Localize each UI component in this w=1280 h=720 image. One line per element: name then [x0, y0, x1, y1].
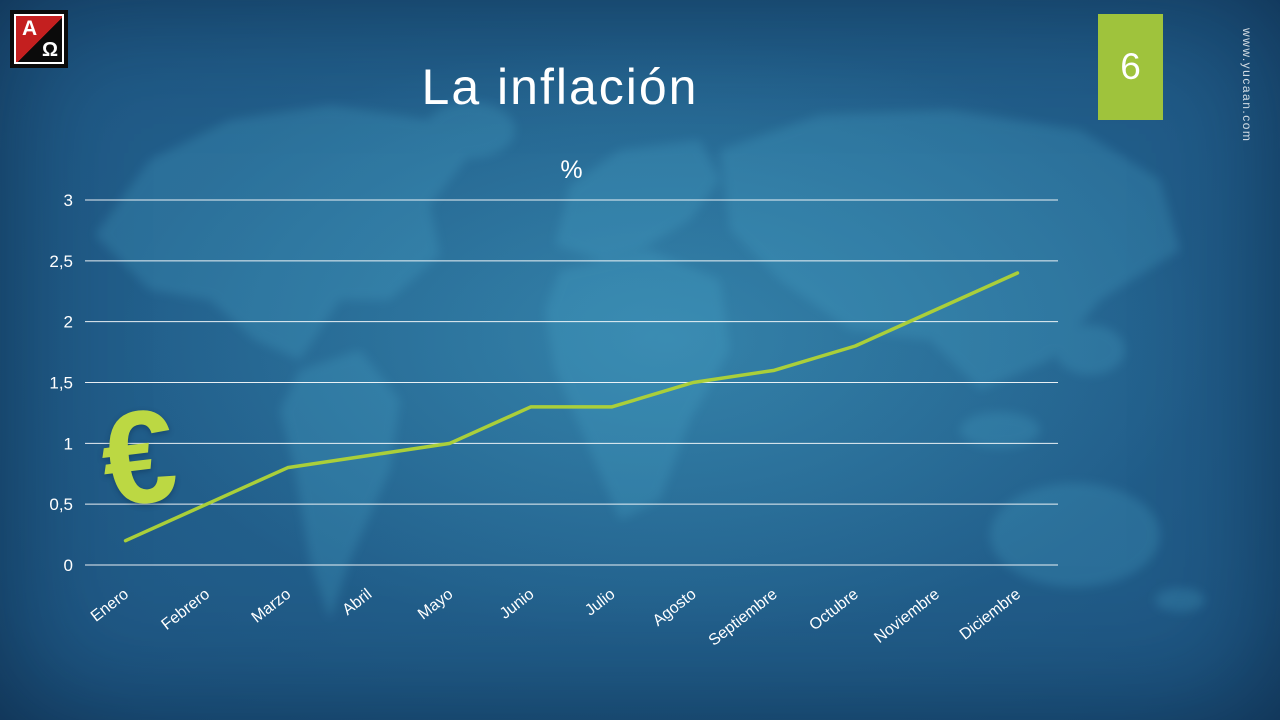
continent-shapes	[95, 102, 1205, 620]
x-axis-month-label: Junio	[497, 586, 538, 623]
chart-title-percent: %	[560, 156, 583, 184]
y-axis-tick-label: 2,5	[49, 252, 73, 271]
y-axis-tick-label: 1	[64, 434, 73, 453]
x-axis-month-label: Febrero	[158, 586, 213, 634]
y-axis-tick-label: 3	[64, 191, 73, 210]
inflation-series-line	[123, 271, 1020, 543]
x-axis-month-label: Diciembre	[957, 586, 1024, 644]
x-axis-month-label: Enero	[88, 586, 132, 626]
y-axis-tick-label: 2	[64, 313, 73, 332]
y-axis-tick-label: 1,5	[49, 374, 73, 393]
x-axis-month-label: Agosto	[650, 586, 700, 630]
y-axis-tick-label: 0	[64, 556, 73, 575]
x-axis-month-label: Noviembre	[871, 586, 943, 647]
x-axis-month-label: Abril	[340, 586, 376, 619]
logo-frame: A Ω	[14, 14, 64, 64]
y-axis-tick-label: 0,5	[49, 495, 73, 514]
logo-letter-omega: Ω	[41, 39, 58, 61]
logo-letter-a: A	[22, 17, 38, 40]
x-axis-month-label: Marzo	[249, 586, 295, 627]
x-axis-month-label: Mayo	[415, 586, 456, 624]
watermark-url: www.yucaan.com	[1240, 28, 1254, 143]
slide-title: La inflación	[421, 59, 699, 115]
x-axis-month-label: Octubre	[806, 586, 861, 634]
x-axis-month-label: Septiembre	[706, 586, 781, 650]
x-axis-month-label: Julio	[582, 586, 618, 620]
page-number-box: 6	[1098, 14, 1163, 120]
alpha-omega-logo: A Ω	[10, 10, 68, 68]
page-number: 6	[1120, 46, 1141, 87]
